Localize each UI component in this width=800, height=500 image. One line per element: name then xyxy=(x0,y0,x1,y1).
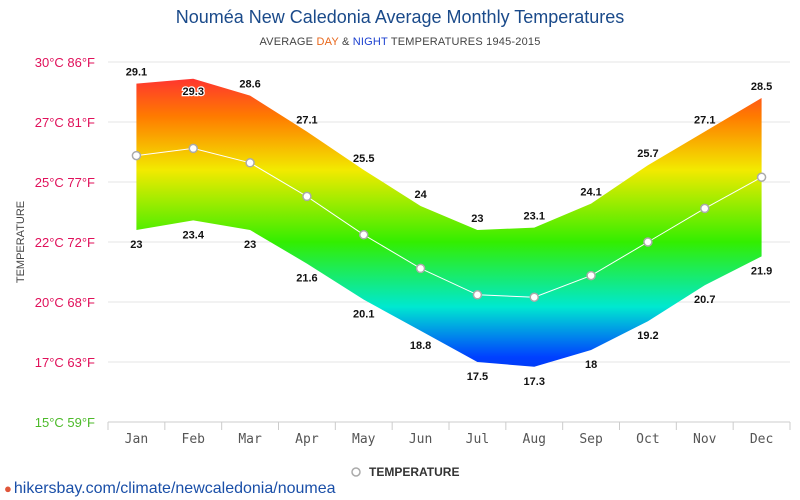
average-point xyxy=(756,172,767,182)
night-value-label: 18 xyxy=(585,359,597,371)
x-tick-label: Jul xyxy=(466,432,489,447)
average-point xyxy=(643,237,653,247)
x-tick-label: Nov xyxy=(693,432,717,447)
day-value-label: 27.1 xyxy=(694,115,715,127)
average-point xyxy=(188,143,198,154)
subtitle-amp: & xyxy=(338,36,353,48)
day-value-label: 27.1 xyxy=(296,115,317,127)
average-temperature-points xyxy=(131,143,767,302)
x-tick-label: Oct xyxy=(636,432,659,447)
subtitle-day: DAY xyxy=(316,36,339,48)
day-value-label: 24.1 xyxy=(580,187,601,199)
x-tick-label: Jun xyxy=(409,432,432,447)
x-tick-label: May xyxy=(352,432,376,447)
x-tick-label: Sep xyxy=(579,432,603,447)
night-value-label: 20.7 xyxy=(694,294,715,306)
subtitle-prefix: AVERAGE xyxy=(259,36,317,48)
day-value-label: 28.6 xyxy=(239,79,260,91)
average-point xyxy=(529,292,539,302)
average-point xyxy=(359,230,369,240)
day-value-label: 29.1 xyxy=(126,67,147,79)
average-point xyxy=(700,203,710,214)
night-value-label: 17.3 xyxy=(524,376,545,388)
night-value-label: 20.1 xyxy=(353,309,374,321)
y-tick-label: 30°C 86°F xyxy=(35,55,95,70)
y-tick-label: 17°C 63°F xyxy=(35,355,95,370)
night-value-label: 23 xyxy=(244,239,256,251)
night-value-label: 17.5 xyxy=(467,371,488,383)
chart-title: Nouméa New Caledonia Average Monthly Tem… xyxy=(175,7,625,27)
subtitle-suffix: TEMPERATURES 1945-2015 xyxy=(387,36,541,48)
y-tick-label: 27°C 81°F xyxy=(35,115,95,130)
night-value-label: 21.9 xyxy=(751,265,772,277)
y-tick-label: 25°C 77°F xyxy=(35,175,95,190)
night-value-label: 19.2 xyxy=(637,330,658,342)
x-tick-label: Aug xyxy=(523,432,546,447)
y-tick-label: 15°C 59°F xyxy=(35,415,95,430)
footer-link[interactable]: ● hikersbay.com/climate/newcaledonia/noum… xyxy=(4,480,336,498)
y-axis: 30°C 86°F 27°C 81°F 25°C 77°F 22°C 72°F 20°C… xyxy=(35,55,95,430)
night-value-label: 21.6 xyxy=(296,273,317,285)
average-temperature-line xyxy=(136,147,762,298)
footer-text: hikersbay.com/climate/newcaledonia/noume… xyxy=(13,480,336,497)
legend-marker-icon xyxy=(351,467,361,477)
x-axis: Jan Feb Mar Apr May Jun Jul Aug Sep Oct Nov Dec xyxy=(107,421,791,447)
day-value-label: 23.1 xyxy=(524,211,545,223)
legend[interactable]: TEMPERATURE xyxy=(351,465,459,479)
day-value-label: 25.7 xyxy=(637,148,658,160)
day-value-label: 28.5 xyxy=(751,81,772,93)
x-tick-label: Feb xyxy=(182,432,206,447)
map-pin-icon: ● xyxy=(4,481,12,496)
average-point xyxy=(302,191,312,202)
temperature-range-band xyxy=(136,78,762,367)
chart-subtitle: AVERAGE DAY & NIGHT TEMPERATURES 1945-20… xyxy=(0,36,800,48)
day-value-label: 29.3 xyxy=(183,86,204,98)
night-value-label: 23.4 xyxy=(183,229,205,241)
legend-label: TEMPERATURE xyxy=(369,465,459,479)
day-value-label: 23 xyxy=(471,213,483,225)
average-point xyxy=(245,158,255,168)
day-value-label: 24 xyxy=(414,189,427,201)
average-point xyxy=(472,290,483,300)
average-point xyxy=(415,263,426,274)
data-labels: 29.1 29.3 28.6 27.1 25.5 24 23 23.1 24.1 25.7 27.1… xyxy=(126,67,773,388)
night-value-label: 18.8 xyxy=(410,340,431,352)
x-tick-label: Apr xyxy=(295,432,319,447)
night-value-label: 23 xyxy=(130,239,142,251)
y-tick-label: 22°C 72°F xyxy=(35,235,95,250)
x-tick-label: Jan xyxy=(125,432,148,447)
x-tick-label: Mar xyxy=(238,432,262,447)
y-axis-title: TEMPERATURE xyxy=(15,201,27,283)
average-point xyxy=(586,270,596,281)
day-value-label: 25.5 xyxy=(353,153,374,165)
x-tick-label: Dec xyxy=(750,432,773,447)
y-tick-label: 20°C 68°F xyxy=(35,295,95,310)
subtitle-night: NIGHT xyxy=(352,36,388,48)
average-point xyxy=(131,150,142,161)
